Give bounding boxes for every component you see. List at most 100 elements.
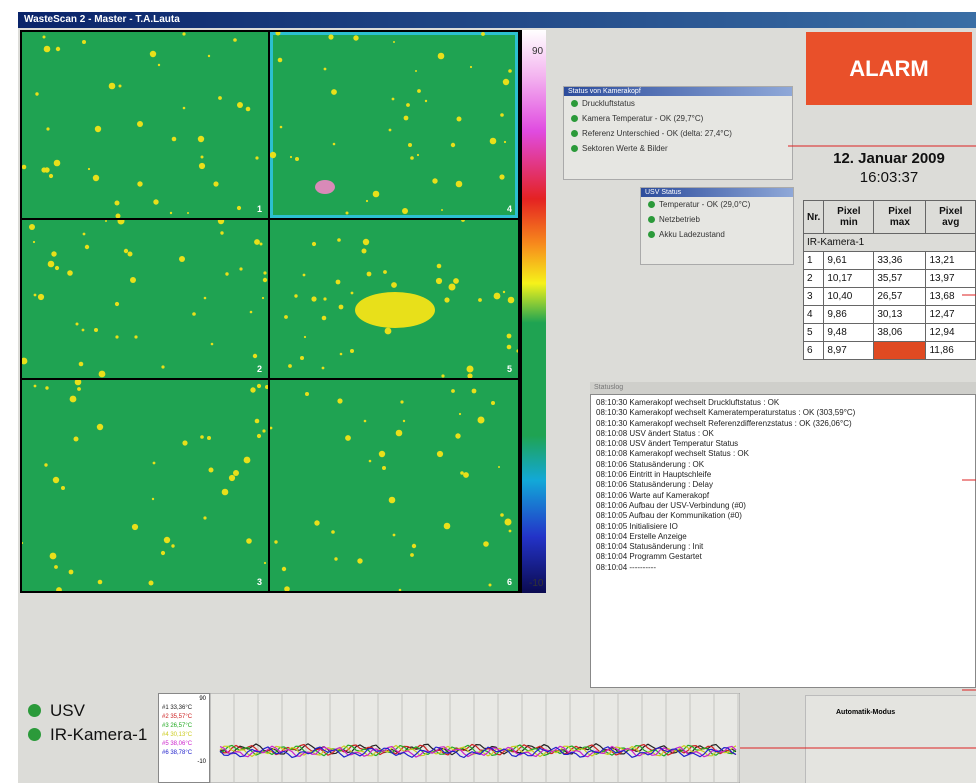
log-line: 08:10:04 Erstelle Anzeige	[596, 532, 970, 542]
column-header: Pixel min	[824, 201, 874, 234]
table-cell: 9,61	[824, 252, 874, 270]
table-cell: 13,68	[926, 288, 976, 306]
trend-entry: #4 30,13°C	[162, 731, 206, 740]
log-line: 08:10:08 USV ändert Status : OK	[596, 429, 970, 439]
table-cell: 8,97	[824, 342, 874, 360]
thermal-hotspots	[22, 32, 268, 218]
table-cell: 9,86	[824, 306, 874, 324]
trend-entry: #2 35,57°C	[162, 713, 206, 722]
cell-label: 1	[257, 204, 262, 214]
thermal-hotspots	[270, 380, 518, 591]
window-title: WasteScan 2 - Master - T.A.Lauta	[18, 12, 976, 28]
table-cell: 12,94	[926, 324, 976, 342]
table-cell: 38,78	[874, 342, 926, 360]
table-cell: 5	[804, 324, 824, 342]
log-line: 08:10:04 Statusänderung : Init	[596, 542, 970, 552]
status-item: Referenz Unterschied - OK (delta: 27,4°C…	[564, 126, 792, 141]
log-line: 08:10:05 Initialisiere IO	[596, 522, 970, 532]
status-item: Akku Ladezustand	[641, 227, 793, 242]
group-label: IR-Kamera-1	[804, 234, 976, 252]
table-cell: 13,21	[926, 252, 976, 270]
table-cell: 33,36	[874, 252, 926, 270]
table-cell: 10,17	[824, 270, 874, 288]
trend-scale-max: 90	[162, 695, 206, 704]
log-line: 08:10:08 Kamerakopf wechselt Status : OK	[596, 449, 970, 459]
log-line: 08:10:08 USV ändert Temperatur Status	[596, 439, 970, 449]
trend-entry: #6 38,78°C	[162, 749, 206, 758]
log-line: 08:10:04 ----------	[596, 563, 970, 573]
thermal-image: 6	[270, 380, 518, 591]
log-line: 08:10:06 Statusänderung : OK	[596, 460, 970, 470]
time: 16:03:37	[804, 169, 974, 186]
cell-label: 4	[507, 204, 512, 214]
trend-chart	[210, 693, 740, 783]
cell-label: 2	[257, 364, 262, 374]
table-cell: 38,06	[874, 324, 926, 342]
table-cell: 6	[804, 342, 824, 360]
group-row: IR-Kamera-1	[804, 234, 976, 252]
usv-status-panel: USV Status Temperatur - OK (29,0°C)Netzb…	[640, 187, 794, 265]
log-line: 08:10:06 Statusänderung : Delay	[596, 480, 970, 490]
alarm-indicator[interactable]: ALARM	[806, 32, 972, 105]
log-line: 08:10:06 Eintritt in Hauptschleife	[596, 470, 970, 480]
log-title: Statuslog	[590, 382, 976, 394]
panel-title: USV Status	[641, 188, 793, 197]
trend-entry: #1 33,36°C	[162, 704, 206, 713]
trend-scale-min: -10	[162, 758, 206, 767]
thermal-hotspots	[270, 32, 518, 218]
panel-title: Status von Kamerakopf	[564, 87, 792, 96]
scale-max: 90	[532, 46, 543, 57]
legend-entry[interactable]: IR-Kamera-1	[28, 725, 147, 745]
table-cell: 10,40	[824, 288, 874, 306]
table-cell: 11,86	[926, 342, 976, 360]
thermal-image: 2	[22, 220, 268, 378]
column-header: Pixel max	[874, 201, 926, 234]
table-cell: 35,57	[874, 270, 926, 288]
trend-legend: 90#1 33,36°C#2 35,57°C#3 26,57°C#4 30,13…	[158, 693, 210, 783]
legend-entry[interactable]: USV	[28, 701, 85, 721]
log-body: 08:10:30 Kamerakopf wechselt Druckluftst…	[590, 394, 976, 688]
log-line: 08:10:04 Programm Gestartet	[596, 552, 970, 562]
thermal-image: 5	[270, 220, 518, 378]
status-item: Druckluftstatus	[564, 96, 792, 111]
log-line: 08:10:06 Warte auf Kamerakopf	[596, 491, 970, 501]
thermal-image: 4	[270, 32, 518, 218]
log-line: 08:10:06 Aufbau der USV-Verbindung (#0)	[596, 501, 970, 511]
status-log: Statuslog 08:10:30 Kamerakopf wechselt D…	[590, 382, 976, 690]
table-cell: 4	[804, 306, 824, 324]
status-item: Netzbetrieb	[641, 212, 793, 227]
trend-entry: #5 38,06°C	[162, 740, 206, 749]
mode-label: Automatik-Modus	[836, 709, 895, 716]
thermal-image: 1	[22, 32, 268, 218]
table-cell: 13,97	[926, 270, 976, 288]
color-scale	[522, 30, 546, 593]
table-cell: 1	[804, 252, 824, 270]
table-cell: 9,48	[824, 324, 874, 342]
log-line: 08:10:05 Aufbau der Kommunikation (#0)	[596, 511, 970, 521]
log-line: 08:10:30 Kamerakopf wechselt Referenzdif…	[596, 419, 970, 429]
column-header: Pixel avg	[926, 201, 976, 234]
trend-entry: #3 26,57°C	[162, 722, 206, 731]
status-item: Temperatur - OK (29,0°C)	[641, 197, 793, 212]
column-header: Nr.	[804, 201, 824, 234]
cell-label: 6	[507, 577, 512, 587]
status-item: Sektoren Werte & Bilder	[564, 141, 792, 156]
scale-min: -10	[529, 578, 543, 589]
table-cell: 2	[804, 270, 824, 288]
thermal-hotspots	[22, 220, 268, 378]
table-cell: 30,13	[874, 306, 926, 324]
trend-background	[210, 693, 740, 783]
thermal-hotspots	[270, 220, 518, 378]
table-cell: 3	[804, 288, 824, 306]
